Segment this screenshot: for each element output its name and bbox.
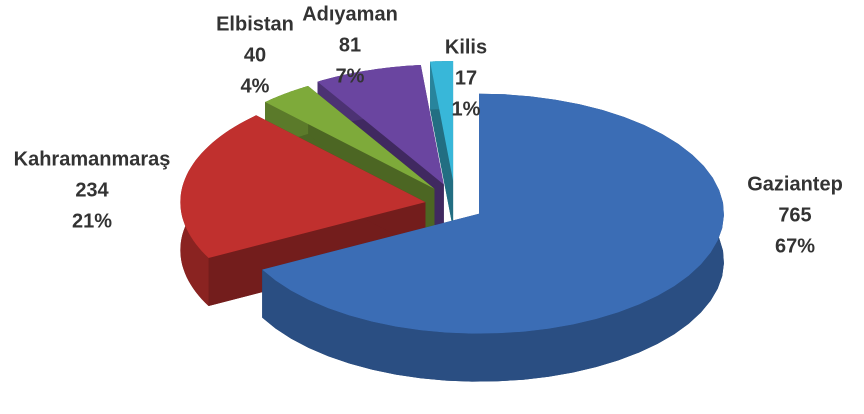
slice-value: 234 xyxy=(75,179,109,201)
slice-value: 81 xyxy=(339,34,361,56)
slice-percent: 4% xyxy=(241,75,270,97)
slice-percent: 67% xyxy=(775,235,815,257)
slice-value: 17 xyxy=(455,67,477,89)
slice-label: Kilis xyxy=(445,36,487,58)
slice-label: Adıyaman xyxy=(302,3,398,25)
slice xyxy=(265,86,435,189)
slice-percent: 1% xyxy=(452,98,481,120)
slice xyxy=(262,93,724,334)
slice-percent: 21% xyxy=(72,210,112,232)
slice xyxy=(180,115,426,258)
slice-label: Gaziantep xyxy=(747,173,843,195)
slice-value: 765 xyxy=(778,204,811,226)
slice-percent: 7% xyxy=(336,65,365,87)
slice xyxy=(317,65,444,185)
slice xyxy=(430,61,454,181)
slice-label: Elbistan xyxy=(216,13,294,35)
slice-value: 40 xyxy=(244,44,266,66)
slice-label: Kahramanmaraş xyxy=(14,148,171,170)
